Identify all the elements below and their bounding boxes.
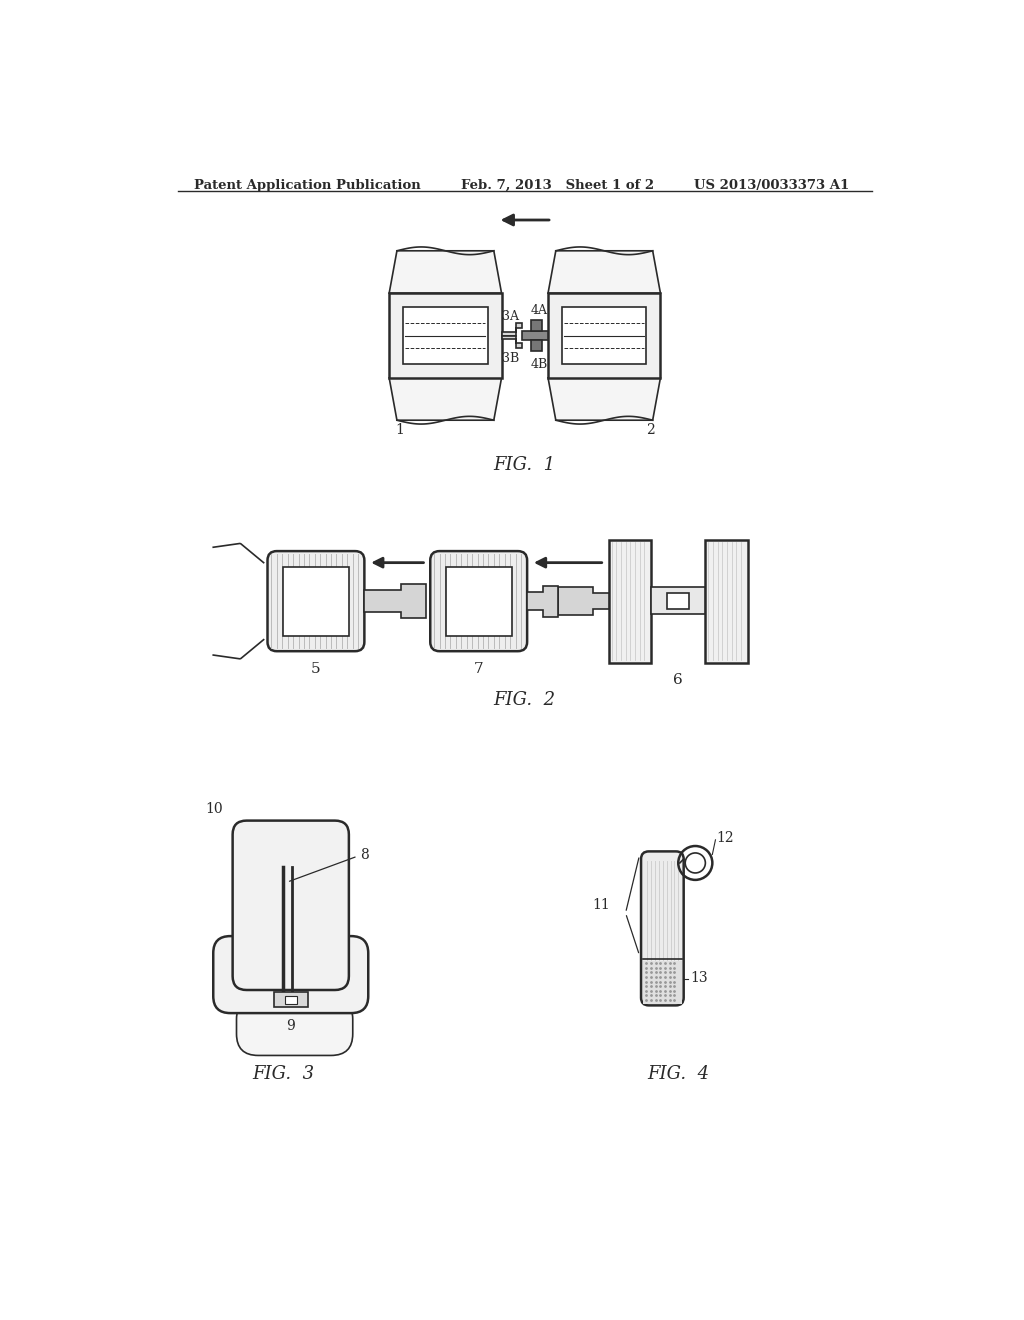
Text: FIG.  1: FIG. 1: [494, 457, 556, 474]
Text: 8: 8: [290, 849, 370, 882]
Text: 7: 7: [473, 661, 483, 676]
Polygon shape: [521, 331, 548, 341]
Polygon shape: [531, 341, 542, 351]
Text: 10: 10: [206, 803, 223, 816]
FancyBboxPatch shape: [213, 936, 369, 1014]
Text: 1: 1: [395, 424, 404, 437]
Text: 13: 13: [690, 972, 708, 985]
Text: FIG.  3: FIG. 3: [252, 1064, 314, 1082]
FancyBboxPatch shape: [267, 552, 365, 651]
Polygon shape: [531, 321, 542, 331]
Text: 3B: 3B: [503, 352, 519, 366]
Text: FIG.  2: FIG. 2: [494, 692, 556, 709]
FancyBboxPatch shape: [430, 552, 527, 651]
Bar: [273, 991, 308, 1007]
Text: 3A: 3A: [503, 310, 519, 323]
Polygon shape: [502, 335, 521, 348]
Bar: [548, 293, 660, 378]
Text: 2: 2: [646, 424, 655, 437]
Polygon shape: [548, 378, 660, 420]
Bar: [445, 566, 512, 636]
Polygon shape: [389, 378, 502, 420]
Text: 4B: 4B: [531, 358, 548, 371]
Bar: [283, 566, 349, 636]
Text: 5: 5: [310, 661, 321, 676]
Text: 11: 11: [592, 898, 610, 912]
Bar: [706, 540, 748, 663]
Bar: [651, 587, 706, 614]
Bar: [643, 961, 682, 1003]
Bar: [285, 997, 297, 1003]
Polygon shape: [558, 587, 608, 615]
FancyBboxPatch shape: [232, 821, 349, 990]
Text: US 2013/0033373 A1: US 2013/0033373 A1: [693, 180, 849, 193]
Bar: [389, 293, 502, 378]
Polygon shape: [548, 251, 660, 293]
Bar: [403, 308, 487, 364]
Polygon shape: [502, 323, 521, 335]
Circle shape: [685, 853, 706, 873]
Text: Feb. 7, 2013   Sheet 1 of 2: Feb. 7, 2013 Sheet 1 of 2: [461, 180, 654, 193]
FancyBboxPatch shape: [237, 998, 352, 1056]
Polygon shape: [365, 585, 426, 618]
Bar: [562, 308, 646, 364]
Text: FIG.  4: FIG. 4: [647, 1064, 710, 1082]
Text: 12: 12: [716, 832, 734, 845]
Text: 9: 9: [287, 1019, 295, 1034]
Text: 4A: 4A: [531, 304, 548, 317]
Text: Patent Application Publication: Patent Application Publication: [194, 180, 421, 193]
Polygon shape: [389, 251, 502, 293]
FancyBboxPatch shape: [641, 851, 684, 1006]
Bar: [668, 594, 689, 609]
Bar: [608, 540, 651, 663]
Text: 6: 6: [674, 673, 683, 688]
Polygon shape: [527, 586, 558, 616]
